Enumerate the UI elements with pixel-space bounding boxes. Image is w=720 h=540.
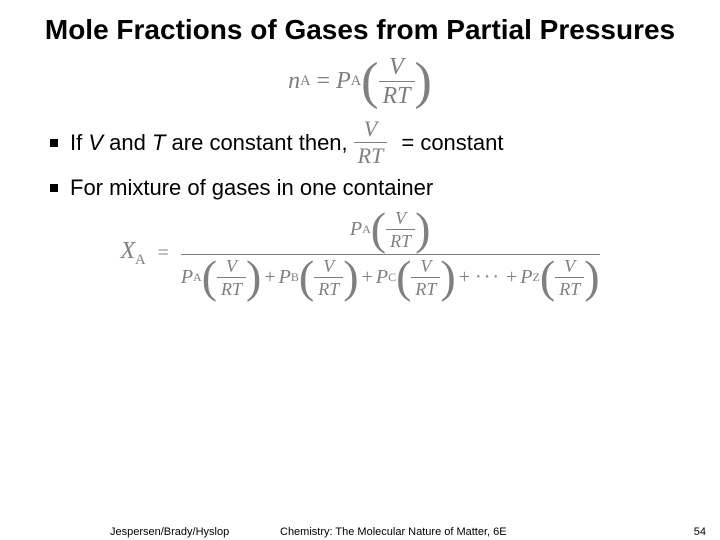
eq2-den-term-c: PC (VRT) bbox=[376, 257, 456, 298]
bullet-1-tail: = constant bbox=[401, 130, 503, 156]
rparen-icon: ) bbox=[415, 61, 432, 103]
eq1-frac: V RT bbox=[379, 55, 415, 108]
eq1-rhs-sub: A bbox=[351, 73, 361, 90]
bullet-1: If V and T are constant then, V RT = con… bbox=[50, 118, 680, 167]
eq1-rhs-var: P bbox=[336, 68, 351, 95]
eq2-den-term-z: PZ (VRT) bbox=[520, 257, 599, 298]
eq2-lhs-var: X bbox=[120, 238, 135, 264]
eq1-num: V bbox=[385, 55, 408, 81]
dots-icon: ··· bbox=[473, 266, 503, 289]
equals-sign: = bbox=[152, 242, 175, 265]
eq1-lhs-sub: A bbox=[300, 73, 310, 90]
eq2-num-term: PA ( VRT ) bbox=[350, 209, 431, 250]
eq2-den-term-b: PB (VRT) bbox=[279, 257, 359, 298]
equation-xa: XA = PA ( VRT ) PA (VRT) bbox=[40, 209, 680, 298]
bullet-2: For mixture of gases in one container bbox=[50, 175, 680, 201]
eq2-bigfrac: PA ( VRT ) PA (VRT) + PB ( bbox=[181, 209, 600, 298]
eq1-den: RT bbox=[379, 81, 415, 108]
eq2-den-term-a: PA (VRT) bbox=[181, 257, 262, 298]
lparen-icon: ( bbox=[361, 61, 378, 103]
equation-na: nA = PA ( V RT ) bbox=[40, 55, 680, 108]
eq2-lhs-sub: A bbox=[135, 252, 145, 268]
bullet-1-text: If V and T are constant then, bbox=[70, 130, 348, 156]
footer-authors: Jespersen/Brady/Hyslop bbox=[110, 526, 229, 538]
footer-book: Chemistry: The Molecular Nature of Matte… bbox=[280, 526, 507, 538]
slide: Mole Fractions of Gases from Partial Pre… bbox=[0, 0, 720, 540]
equals-sign: = bbox=[311, 68, 337, 95]
bullet-2-text: For mixture of gases in one container bbox=[70, 175, 433, 201]
slide-title: Mole Fractions of Gases from Partial Pre… bbox=[40, 12, 680, 47]
bullet-icon bbox=[50, 184, 58, 192]
eq1-lhs-var: n bbox=[288, 68, 300, 95]
bullet-icon bbox=[50, 139, 58, 147]
inline-frac: V RT bbox=[354, 118, 388, 167]
footer-page: 54 bbox=[694, 526, 706, 538]
